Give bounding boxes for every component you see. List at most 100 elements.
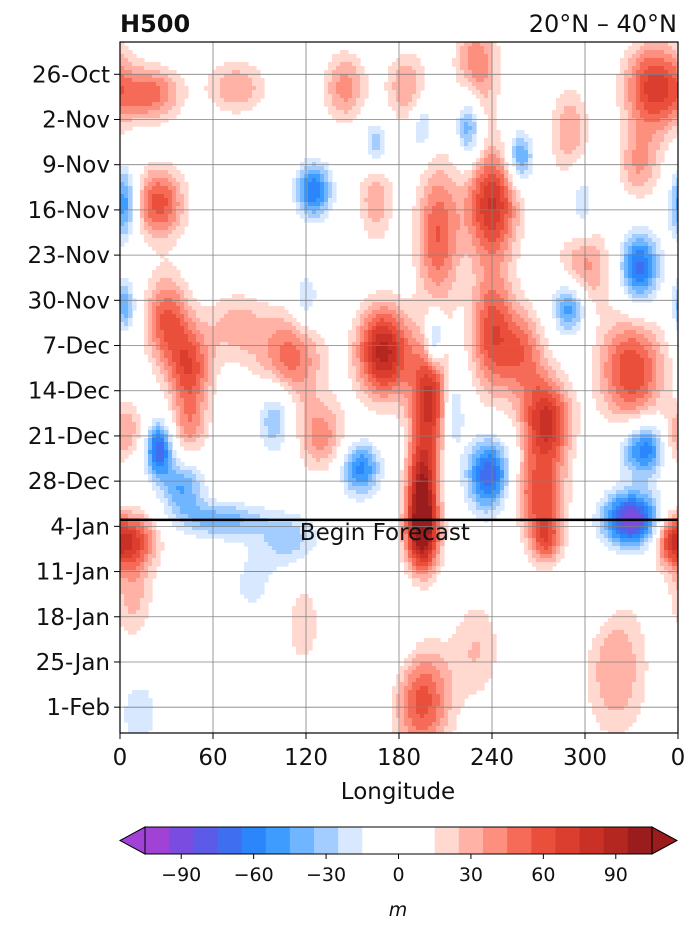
heatmap-cell — [120, 110, 125, 115]
heatmap-cell — [324, 350, 329, 355]
heatmap-cell — [504, 294, 509, 299]
heatmap-cell — [388, 190, 393, 195]
heatmap-cell — [632, 342, 637, 347]
heatmap-cell — [488, 102, 493, 107]
heatmap-cell — [172, 346, 177, 351]
heatmap-cell — [652, 238, 657, 243]
heatmap-cell — [656, 130, 661, 135]
heatmap-cell — [400, 106, 405, 111]
heatmap-cell — [124, 70, 129, 75]
heatmap-cell — [380, 186, 385, 191]
heatmap-cell — [532, 338, 537, 343]
heatmap-cell — [492, 250, 497, 255]
heatmap-cell — [496, 258, 501, 263]
heatmap-cell — [632, 346, 637, 351]
heatmap-cell — [512, 294, 517, 299]
heatmap-cell — [560, 102, 565, 107]
heatmap-cell — [476, 278, 481, 283]
heatmap-cell — [632, 274, 637, 279]
heatmap-cell — [464, 202, 469, 207]
heatmap-cell — [412, 102, 417, 107]
heatmap-cell — [416, 198, 421, 203]
heatmap-cell — [468, 306, 473, 311]
heatmap-cell — [432, 250, 437, 255]
heatmap-cell — [180, 102, 185, 107]
heatmap-cell — [292, 338, 297, 343]
heatmap-cell — [216, 74, 221, 79]
heatmap-cell — [552, 110, 557, 115]
heatmap-cell — [124, 58, 129, 63]
heatmap-cell — [504, 214, 509, 219]
heatmap-cell — [472, 242, 477, 247]
heatmap-cell — [464, 74, 469, 79]
heatmap-cell — [368, 218, 373, 223]
heatmap-cell — [176, 74, 181, 79]
heatmap-cell — [644, 70, 649, 75]
heatmap-cell — [508, 210, 513, 215]
heatmap-cell — [560, 94, 565, 99]
heatmap-cell — [660, 130, 665, 135]
heatmap-cell — [144, 322, 149, 327]
heatmap-cell — [132, 114, 137, 119]
heatmap-cell — [460, 302, 465, 307]
heatmap-cell — [628, 78, 633, 83]
heatmap-cell — [156, 346, 161, 351]
heatmap-cell — [408, 90, 413, 95]
heatmap-cell — [444, 198, 449, 203]
heatmap-cell — [312, 342, 317, 347]
heatmap-cell — [512, 230, 517, 235]
heatmap-cell — [140, 214, 145, 219]
heatmap-cell — [292, 342, 297, 347]
heatmap-cell — [312, 186, 317, 191]
heatmap-cell — [668, 98, 673, 103]
heatmap-cell — [124, 122, 129, 127]
heatmap-cell — [132, 70, 137, 75]
heatmap-cell — [448, 278, 453, 283]
heatmap-cell — [496, 154, 501, 159]
heatmap-cell — [328, 106, 333, 111]
heatmap-cell — [152, 310, 157, 315]
heatmap-cell — [640, 94, 645, 99]
heatmap-cell — [172, 278, 177, 283]
heatmap-cell — [460, 258, 465, 263]
heatmap-cell — [220, 78, 225, 83]
heatmap-cell — [496, 170, 501, 175]
heatmap-cell — [636, 98, 641, 103]
heatmap-cell — [624, 250, 629, 255]
heatmap-cell — [144, 174, 149, 179]
heatmap-cell — [388, 334, 393, 339]
heatmap-cell — [364, 94, 369, 99]
heatmap-cell — [492, 178, 497, 183]
heatmap-cell — [660, 98, 665, 103]
heatmap-cell — [648, 238, 653, 243]
heatmap-cell — [272, 322, 277, 327]
heatmap-cell — [324, 94, 329, 99]
heatmap-cell — [504, 238, 509, 243]
heatmap-cell — [480, 270, 485, 275]
heatmap-cell — [676, 114, 678, 119]
heatmap-cell — [404, 314, 409, 319]
heatmap-cell — [640, 186, 645, 191]
heatmap-cell — [644, 258, 649, 263]
heatmap-cell — [620, 266, 625, 271]
heatmap-cell — [624, 318, 629, 323]
heatmap-cell — [472, 222, 477, 227]
heatmap-cell — [300, 326, 305, 331]
heatmap-cell — [416, 206, 421, 211]
heatmap-cell — [160, 190, 165, 195]
heatmap-cell — [676, 78, 678, 83]
heatmap-cell — [180, 318, 185, 323]
heatmap-cell — [280, 342, 285, 347]
heatmap-cell — [132, 102, 137, 107]
heatmap-cell — [412, 262, 417, 267]
heatmap-cell — [468, 118, 473, 123]
heatmap-cell — [148, 202, 153, 207]
heatmap-cell — [408, 310, 413, 315]
heatmap-cell — [168, 218, 173, 223]
heatmap-cell — [420, 274, 425, 279]
heatmap-cell — [132, 302, 137, 307]
heatmap-cell — [468, 294, 473, 299]
heatmap-cell — [384, 338, 389, 343]
heatmap-cell — [580, 310, 585, 315]
heatmap-cell — [660, 114, 665, 119]
